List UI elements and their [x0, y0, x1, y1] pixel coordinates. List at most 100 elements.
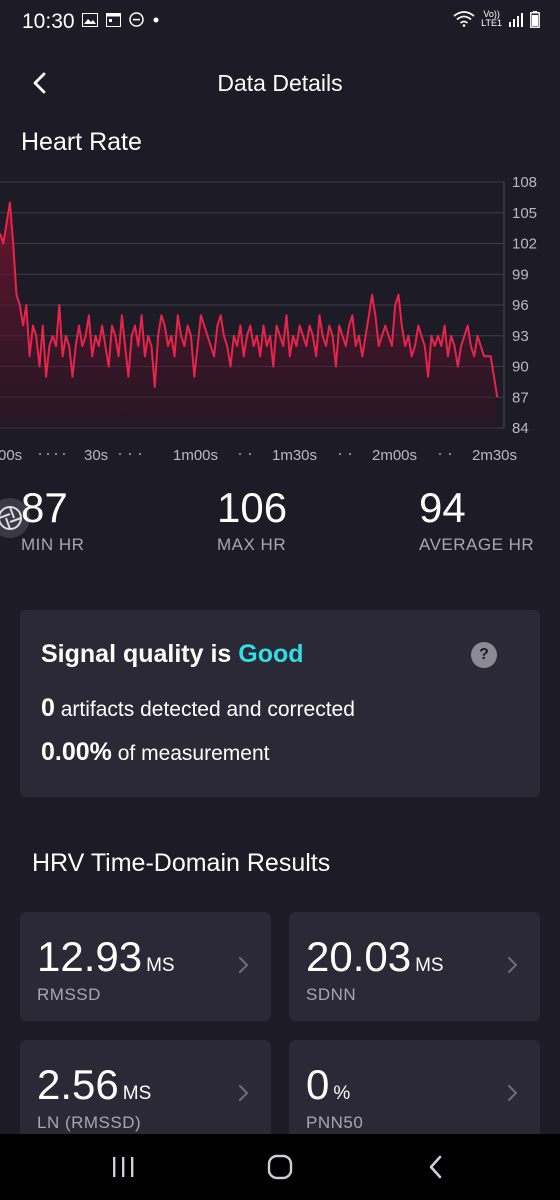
notification-icons — [82, 12, 160, 27]
chevron-right-icon — [239, 1085, 249, 1101]
do-not-disturb-icon — [129, 12, 144, 27]
signal-quality-value: Good — [238, 640, 304, 668]
lte-label: LTE1 — [481, 18, 502, 28]
ln-rmssd-label: LN (RMSSD) — [37, 1113, 142, 1132]
rmssd-value: 12.93 — [37, 933, 143, 980]
sdnn-label: SDNN — [306, 985, 357, 1004]
pnn50-unit: % — [333, 1083, 351, 1104]
chevron-right-icon — [508, 1085, 518, 1101]
home-button[interactable] — [260, 1152, 300, 1182]
app-header: Data Details — [0, 58, 560, 108]
hrv-section-title: HRV Time-Domain Results — [32, 849, 331, 877]
sdnn-unit: MS — [415, 955, 444, 976]
wifi-icon — [453, 11, 475, 27]
y-tick-label: 108 — [512, 174, 537, 191]
x-minor-tick — [448, 452, 452, 456]
pnn50-value: 0 — [306, 1061, 330, 1108]
y-tick-label: 96 — [512, 297, 529, 314]
y-tick-label: 87 — [512, 389, 529, 406]
rmssd-unit: MS — [146, 955, 175, 976]
measurement-percent: 0.00% — [41, 738, 112, 766]
pnn50-card[interactable]: 0% PNN50 — [289, 1040, 540, 1149]
y-tick-label: 105 — [512, 205, 537, 222]
help-icon[interactable]: ? — [471, 642, 497, 668]
x-minor-tick — [62, 452, 66, 456]
y-axis-labels: 108 105 102 99 96 93 90 87 84 — [512, 174, 537, 437]
x-minor-tick — [118, 452, 122, 456]
average-hr-value: 94 — [419, 484, 466, 531]
heart-rate-chart[interactable]: 108 105 102 99 96 93 90 87 84 00s 30s 1m00s 1m30s 2m… — [0, 170, 560, 470]
y-tick-label: 99 — [512, 266, 529, 283]
min-hr-stat: 87 MIN HR — [21, 485, 84, 555]
x-minor-tick — [248, 452, 252, 456]
heart-rate-series-line — [0, 201, 499, 398]
signal-quality-card: Signal quality is Good ? 0 artifacts det… — [20, 610, 540, 797]
y-tick-label: 93 — [512, 328, 529, 345]
chevron-right-icon — [508, 957, 518, 973]
dot-icon — [153, 17, 159, 22]
x-minor-tick — [138, 452, 142, 456]
ln-rmssd-unit: MS — [122, 1083, 152, 1104]
artifacts-text: artifacts detected and corrected — [54, 698, 355, 721]
max-hr-stat: 106 MAX HR — [217, 485, 287, 555]
x-minor-tick — [128, 452, 132, 456]
x-axis-labels: 00s 30s 1m00s 1m30s 2m00s 2m30s — [0, 447, 517, 464]
measurement-text: of measurement — [111, 742, 270, 765]
signal-strength-icon — [509, 12, 523, 27]
battery-icon — [530, 10, 540, 28]
x-minor-tick — [438, 452, 442, 456]
system-navigation-bar — [0, 1134, 560, 1200]
y-tick-label: 102 — [512, 236, 537, 253]
home-icon — [267, 1154, 293, 1180]
heart-rate-area — [0, 202, 498, 428]
page-title: Data Details — [217, 70, 343, 96]
back-arrow-icon — [429, 1155, 442, 1179]
sdnn-value-group: 20.03 MS — [306, 934, 444, 989]
measurement-line: 0.00% of measurement — [41, 738, 269, 767]
camera-shutter-icon — [0, 506, 22, 530]
ln-rmssd-value-group: 2.56 MS — [37, 1062, 151, 1117]
chevron-left-icon — [33, 72, 46, 94]
rmssd-value-group: 12.93 MS — [37, 934, 175, 989]
sdnn-value: 20.03 — [306, 933, 412, 980]
calendar-icon — [106, 13, 121, 27]
rmssd-card[interactable]: 12.93 MS RMSSD — [20, 912, 271, 1021]
min-hr-label: MIN HR — [21, 535, 85, 554]
system-icons: Vo)) LTE1 — [453, 10, 540, 28]
x-minor-tick — [54, 452, 58, 456]
ln-rmssd-value: 2.56 — [37, 1061, 119, 1108]
x-tick-label: 00s — [0, 447, 22, 464]
heart-rate-chart-svg: 108 105 102 99 96 93 90 87 84 00s 30s 1m00s 1m30s 2m… — [0, 174, 537, 464]
x-minor-tick — [38, 452, 42, 456]
back-button[interactable] — [26, 68, 56, 98]
artifacts-count: 0 — [41, 694, 55, 722]
max-hr-label: MAX HR — [217, 535, 287, 554]
ln-rmssd-card[interactable]: 2.56 MS LN (RMSSD) — [20, 1040, 271, 1149]
max-hr-value: 106 — [217, 484, 288, 531]
rmssd-label: RMSSD — [37, 985, 101, 1004]
pnn50-label: PNN50 — [306, 1113, 364, 1132]
x-minor-tick — [348, 452, 352, 456]
status-bar: 10:30 Vo)) LTE1 — [0, 0, 560, 42]
min-hr-value: 87 — [21, 484, 68, 531]
y-tick-label: 84 — [512, 420, 529, 437]
signal-quality-prefix: Signal quality is — [41, 640, 239, 668]
network-type-label: Vo)) LTE1 — [481, 10, 502, 28]
artifacts-line: 0 artifacts detected and corrected — [41, 694, 355, 723]
status-time: 10:30 — [22, 10, 75, 33]
x-tick-label: 2m00s — [372, 447, 417, 464]
x-tick-label: 2m30s — [472, 447, 517, 464]
chevron-right-icon — [239, 957, 249, 973]
average-hr-label: AVERAGE HR — [419, 535, 535, 554]
x-tick-label: 1m00s — [173, 447, 218, 464]
recent-apps-button[interactable] — [103, 1152, 143, 1182]
signal-quality-title: Signal quality is Good — [41, 640, 304, 669]
recent-apps-icon — [113, 1157, 134, 1177]
x-minor-tick — [46, 452, 50, 456]
system-back-button[interactable] — [416, 1152, 456, 1182]
pnn50-value-group: 0% — [306, 1062, 350, 1117]
x-minor-tick — [338, 452, 342, 456]
x-tick-label: 1m30s — [272, 447, 317, 464]
sdnn-card[interactable]: 20.03 MS SDNN — [289, 912, 540, 1021]
y-tick-label: 90 — [512, 359, 529, 376]
